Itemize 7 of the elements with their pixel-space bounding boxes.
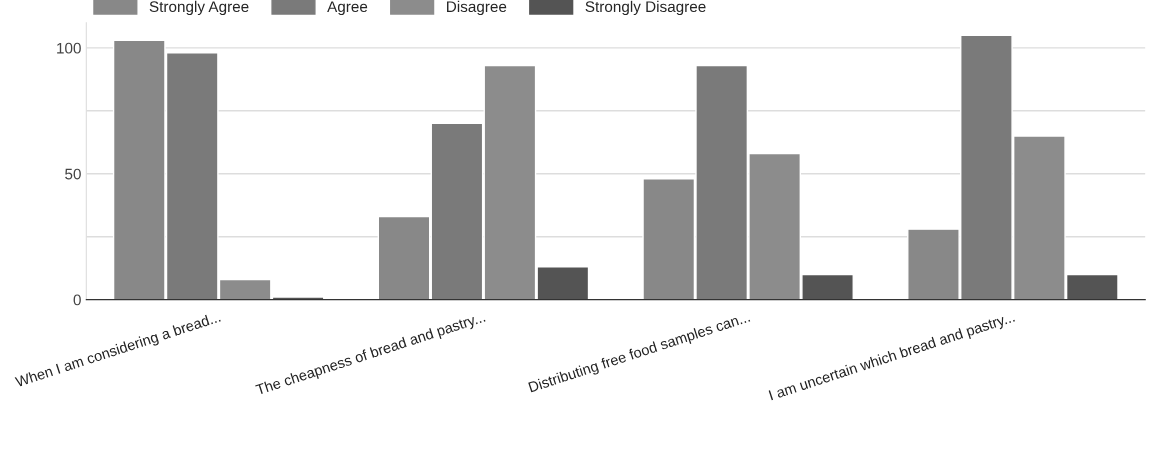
legend-label: Strongly Agree (149, 0, 249, 16)
y-tick-label: 100 (57, 42, 81, 54)
y-tick-label: 50 (65, 168, 81, 180)
legend-label: Strongly Disagree (585, 0, 706, 16)
legend-label: Disagree (447, 0, 507, 16)
legend-label: Agree (327, 1, 368, 16)
y-tick-label: 0 (73, 294, 81, 306)
